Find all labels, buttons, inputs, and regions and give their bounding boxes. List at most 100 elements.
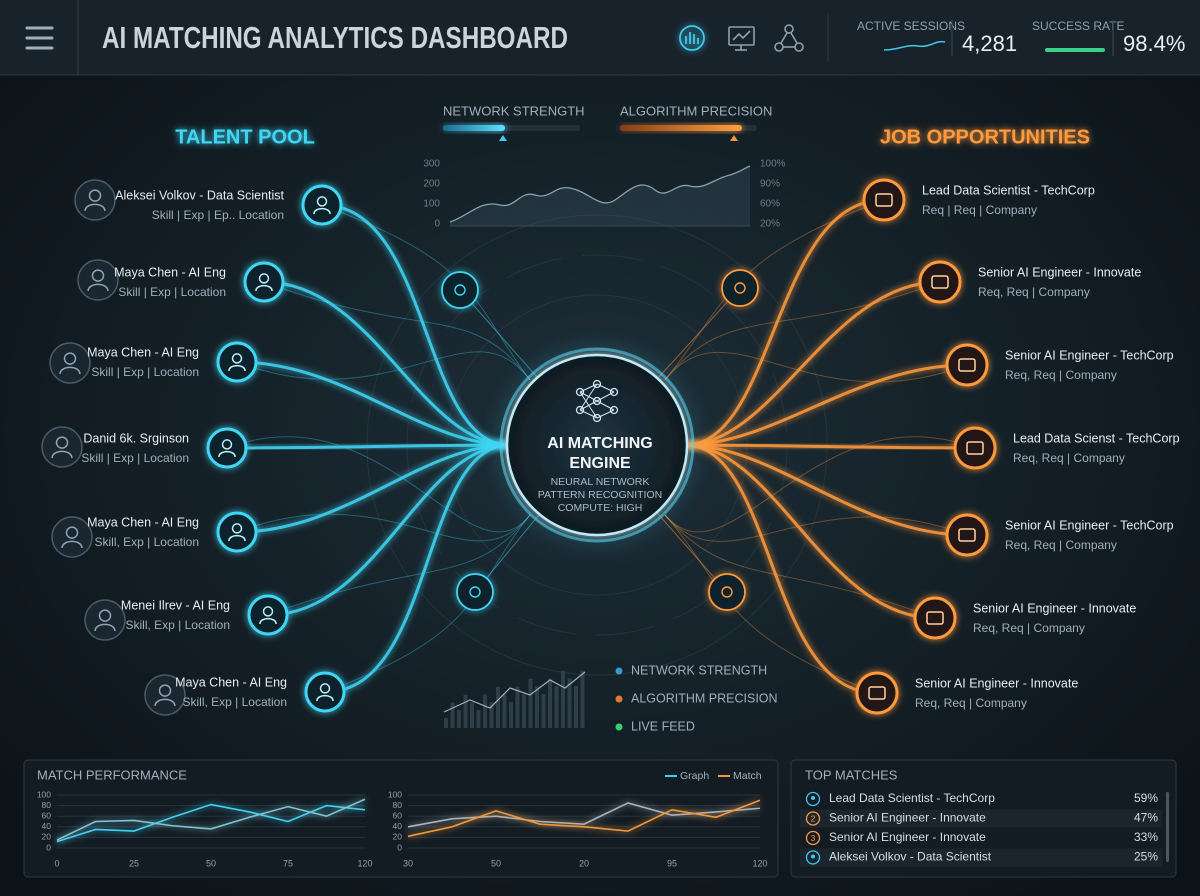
engine-icon-edge xyxy=(579,409,598,419)
faint-link xyxy=(263,281,531,381)
talent-node xyxy=(206,427,248,469)
x-tick-label: 0 xyxy=(54,858,59,868)
row-marker xyxy=(805,791,821,807)
decor-bar xyxy=(522,694,526,728)
talent-card[interactable]: Danid 6k. Srginson Skill | Exp | Location xyxy=(41,426,248,469)
y-tick-label: 60 xyxy=(42,810,52,820)
talent-link xyxy=(226,443,511,450)
y-tick-label: 40 xyxy=(42,821,52,831)
engine-icon-edge xyxy=(579,383,598,411)
series-line xyxy=(56,798,366,841)
decor-bar xyxy=(450,702,455,728)
hub-dot xyxy=(721,586,733,598)
scrollbar[interactable] xyxy=(1166,792,1169,862)
match-row[interactable]: Aleksei Volkov - Data Scientist 25% xyxy=(800,848,1162,867)
network-view-button[interactable] xyxy=(774,24,804,52)
legend-dot xyxy=(615,667,623,675)
talent-node xyxy=(247,594,289,636)
chart-view-button[interactable] xyxy=(679,25,705,51)
job-link xyxy=(684,443,976,450)
y-tick-label: 0 xyxy=(46,842,51,852)
engine-icon-node xyxy=(609,387,619,397)
decor-bar xyxy=(554,686,559,728)
icon-body xyxy=(51,450,73,459)
legend-label: Match xyxy=(733,770,762,782)
match-row[interactable]: 2 Senior AI Engineer - Innovate 47% xyxy=(800,809,1162,828)
stat-value: 4,281 xyxy=(962,31,1017,56)
legend-dot xyxy=(615,695,623,703)
faint-link xyxy=(236,351,531,381)
monitor-view-button[interactable] xyxy=(728,26,755,51)
talent-card[interactable]: Aleksei Volkov - Data Scientist Skill | E… xyxy=(74,179,343,226)
icon-head xyxy=(221,439,233,450)
engine-icon-node xyxy=(575,405,585,415)
talent-link xyxy=(324,443,511,694)
job-card[interactable]: Lead Data Scienst - TechCorp Req, Req | C… xyxy=(953,426,1180,470)
job-card[interactable]: Lead Data Scientist - TechCorp Req | Req … xyxy=(862,178,1095,222)
y-tick-label: 80 xyxy=(42,800,52,810)
job-link xyxy=(684,443,936,620)
decor-bar xyxy=(502,694,507,728)
engine-line: PATTERN RECOGNITION xyxy=(538,489,662,501)
avatar xyxy=(51,516,93,558)
talent-name: Danid 6k. Srginson xyxy=(83,431,189,445)
job-card[interactable]: Senior AI Engineer - TechCorp Req, Req | … xyxy=(945,513,1174,557)
job-card[interactable]: Senior AI Engineer - Innovate Req, Req | … xyxy=(855,671,1078,715)
talent-card[interactable]: Maya Chen - AI Eng Skill, Exp | Location xyxy=(144,671,346,716)
match-row[interactable]: Lead Data Scientist - TechCorp 59% xyxy=(805,791,1159,807)
hub-node xyxy=(708,573,746,611)
job-icon xyxy=(926,611,944,625)
engine-icon-node xyxy=(575,387,585,397)
engine-icon-edge xyxy=(596,383,615,393)
icon-body xyxy=(228,534,246,542)
sparkline xyxy=(883,40,946,51)
talent-card[interactable]: Maya Chen - AI Eng Skill, Exp | Location xyxy=(51,511,258,558)
faint-link xyxy=(236,513,531,542)
talent-card[interactable]: Maya Chen - AI Eng Skill | Exp | Location xyxy=(77,259,285,303)
job-card[interactable]: Senior AI Engineer - Innovate Req, Req | … xyxy=(913,596,1136,640)
engine-icon-node xyxy=(609,405,619,415)
row-marker-icon xyxy=(811,796,815,800)
match-row[interactable]: 3 Senior AI Engineer - Innovate 33% xyxy=(805,830,1159,846)
talent-card[interactable]: Maya Chen - AI Eng Skill | Exp | Location xyxy=(49,341,258,384)
icon-head xyxy=(63,352,77,365)
icon-body xyxy=(259,617,277,625)
job-card[interactable]: Senior AI Engineer - TechCorp Req, Req | … xyxy=(945,343,1174,387)
avatar xyxy=(77,259,119,301)
match-score: 33% xyxy=(1134,830,1158,844)
job-link xyxy=(684,443,968,537)
engine-icon-node xyxy=(592,413,602,423)
faint-link xyxy=(664,351,968,383)
job-card[interactable]: Senior AI Engineer - Innovate Req, Req | … xyxy=(918,260,1141,304)
dashboard-title: AI MATCHING ANALYTICS DASHBOARD xyxy=(102,20,568,55)
engine-icon-node xyxy=(592,396,602,406)
decor-bar xyxy=(463,694,468,728)
decor-bar xyxy=(535,686,539,728)
x-tick-label: 95 xyxy=(667,858,677,868)
talent-node xyxy=(216,511,258,553)
job-node xyxy=(913,596,957,640)
x-tick-label: 75 xyxy=(283,858,293,868)
x-tick-label: 25 xyxy=(129,858,139,868)
menu-button[interactable] xyxy=(25,26,54,50)
job-detail: Req, Req | Company xyxy=(1005,368,1117,382)
y-tick-label: 0 xyxy=(397,842,402,852)
icon-head xyxy=(262,606,274,617)
engine-line: COMPUTE: HIGH xyxy=(558,502,643,514)
icon-body xyxy=(61,540,83,549)
axis-label: 200 xyxy=(423,179,440,190)
decor-bar xyxy=(476,710,481,728)
series-line xyxy=(407,799,761,838)
talent-card[interactable]: Menei Ilrev - AI Eng Skill, Exp | Locatio… xyxy=(84,594,289,641)
axis-label: 90% xyxy=(760,179,780,190)
job-detail: Req, Req | Company xyxy=(1013,451,1125,465)
decor-line xyxy=(443,671,586,713)
job-node xyxy=(945,513,989,557)
x-tick-label: 50 xyxy=(491,858,501,868)
job-detail: Req, Req | Company xyxy=(915,696,1027,710)
hub-dot xyxy=(734,282,746,294)
job-name: Senior AI Engineer - Innovate xyxy=(978,265,1141,279)
talent-name: Maya Chen - AI Eng xyxy=(175,675,287,689)
icon-body xyxy=(255,284,273,292)
gauge-label: ALGORITHM PRECISION xyxy=(620,103,772,118)
